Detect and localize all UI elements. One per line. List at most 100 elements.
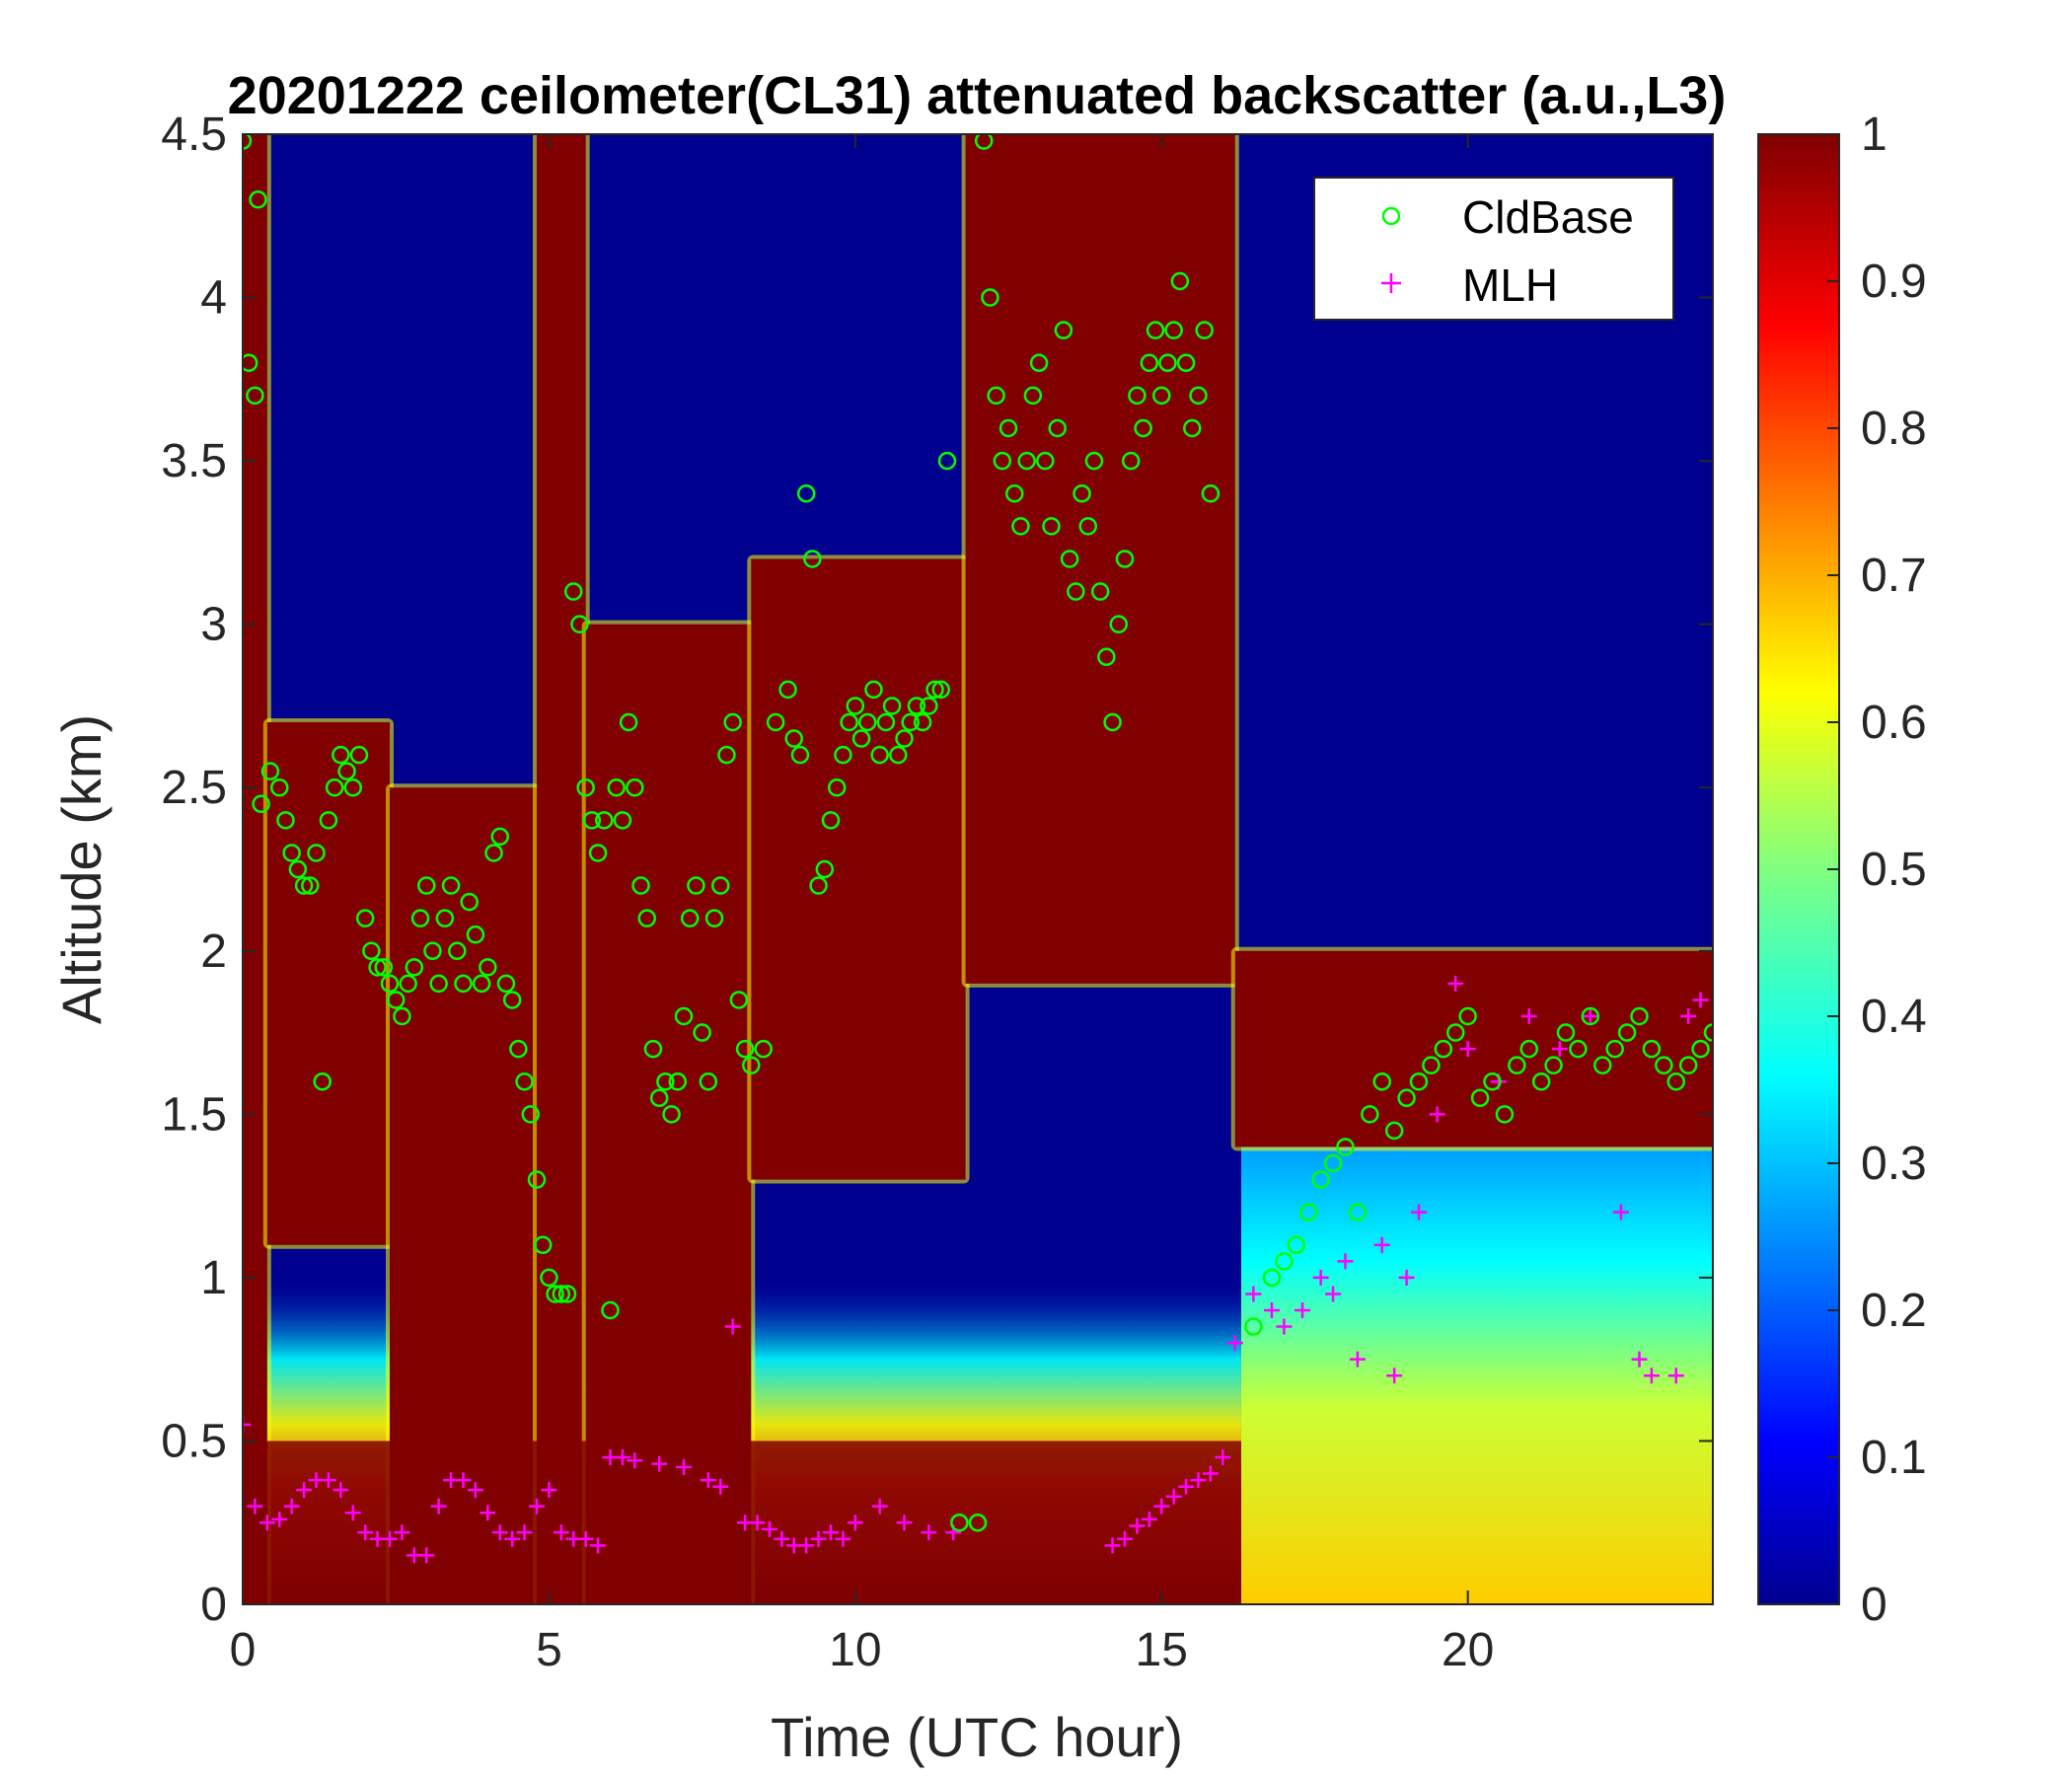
- cldbase-point: [301, 876, 320, 895]
- cldbase-point: [925, 680, 944, 700]
- cldbase-point: [1691, 1039, 1710, 1059]
- cldbase-point: [742, 1056, 761, 1074]
- cldbase-point: [1495, 1105, 1515, 1124]
- cldbase-point: [1042, 517, 1061, 536]
- cldbase-point: [282, 844, 301, 862]
- colorbar-tick-label: 0.3: [1861, 1138, 1927, 1190]
- cldbase-point: [656, 1072, 675, 1091]
- mlh-point: [1337, 1253, 1354, 1270]
- cldbase-point: [540, 1268, 558, 1288]
- cldbase-point: [319, 811, 338, 830]
- cldbase-point: [1678, 1056, 1698, 1074]
- cldbase-point: [393, 1006, 411, 1026]
- cldbase-point: [1078, 517, 1097, 536]
- cldbase-point: [1183, 418, 1202, 438]
- cldbase-point: [631, 876, 650, 895]
- cldbase-point: [1409, 1072, 1429, 1091]
- mlh-point: [651, 1455, 668, 1472]
- cldbase-point: [662, 1105, 681, 1124]
- cldbase-point: [472, 974, 491, 994]
- cldbase-point: [423, 941, 442, 961]
- cldbase-point: [1299, 1203, 1318, 1221]
- cldbase-point: [368, 958, 387, 977]
- cldbase-point: [441, 876, 461, 895]
- mlh-point: [1178, 1478, 1195, 1495]
- colorbar-tick-label: 0.8: [1861, 403, 1927, 455]
- mlh-point: [1312, 1269, 1329, 1286]
- colorbar-tick-label: 0.2: [1861, 1285, 1927, 1337]
- cldbase-point: [809, 876, 828, 895]
- cldbase-point: [552, 1285, 571, 1303]
- cldbase-point: [1128, 386, 1147, 406]
- colorbar-tick-label: 1: [1861, 109, 1887, 161]
- mlh-point: [1190, 1472, 1207, 1489]
- cldbase-point: [294, 876, 314, 895]
- cldbase-point: [343, 777, 362, 797]
- cldbase-point: [1195, 321, 1214, 339]
- cldbase-point: [1630, 1006, 1649, 1026]
- mlh-point: [382, 1530, 398, 1547]
- cldbase-point: [766, 712, 785, 732]
- cldbase-point: [693, 1023, 711, 1042]
- y-axis-label: Altitude (km): [50, 714, 112, 1024]
- plot-frame: [242, 133, 1714, 1605]
- cldbase-point: [1655, 1056, 1673, 1074]
- cldbase-point: [999, 418, 1018, 438]
- mlh-point: [810, 1530, 827, 1547]
- cldbase-point: [1336, 1138, 1355, 1156]
- cldbase-point: [1189, 386, 1208, 406]
- cldbase-point: [1090, 582, 1110, 601]
- cldbase-point: [717, 745, 736, 765]
- cldbase-point: [735, 1039, 755, 1059]
- cldbase-point: [515, 1072, 534, 1091]
- cldbase-point: [1508, 1056, 1526, 1074]
- mlh-point: [1276, 1318, 1293, 1335]
- colorbar-tick-label: 0.4: [1861, 991, 1927, 1043]
- cldbase-point: [1617, 1023, 1637, 1042]
- cldbase-point: [1593, 1056, 1612, 1074]
- cldbase-point: [1140, 353, 1159, 373]
- cldbase-point: [613, 811, 632, 830]
- x-tick-label: 5: [536, 1624, 562, 1676]
- cldbase-point: [1642, 1039, 1662, 1059]
- cldbase-point: [1103, 712, 1122, 732]
- mlh-point: [724, 1318, 741, 1335]
- mlh-point: [1551, 1041, 1568, 1058]
- cldbase-point: [907, 697, 926, 715]
- cldbase-point: [1097, 647, 1116, 667]
- cldbase-point: [496, 974, 516, 994]
- y-tick-label: 4.5: [161, 109, 227, 161]
- y-tick-label: 1: [200, 1252, 227, 1304]
- cldbase-point: [790, 745, 810, 765]
- y-tick-label: 4: [200, 272, 227, 325]
- x-tick-label: 10: [829, 1624, 881, 1676]
- cldbase-point: [521, 1105, 541, 1124]
- cldbase-point: [607, 777, 626, 797]
- cldbase-point: [895, 729, 914, 748]
- cldbase-point: [405, 958, 424, 977]
- cldbase-point: [1483, 1072, 1502, 1091]
- cldbase-point: [243, 353, 259, 373]
- cldbase-point: [796, 483, 816, 503]
- cldbase-point: [1115, 550, 1135, 568]
- mlh-point: [749, 1515, 766, 1531]
- legend-mlh-label: MLH: [1462, 259, 1558, 311]
- mlh-point: [283, 1498, 300, 1515]
- cldbase-point: [1073, 483, 1091, 503]
- mlh-point: [1411, 1204, 1427, 1221]
- x-axis-label: Time (UTC hour): [771, 1706, 1183, 1768]
- cldbase-point: [466, 925, 485, 944]
- mlh-point: [1295, 1302, 1311, 1318]
- mlh-point: [712, 1478, 729, 1495]
- legend: CldBase MLH: [1313, 177, 1674, 321]
- cldbase-point: [1323, 1153, 1343, 1173]
- mlh-point: [1631, 1351, 1648, 1368]
- cldbase-point: [687, 876, 705, 895]
- mlh-point: [1104, 1537, 1121, 1554]
- mlh-point: [1202, 1465, 1219, 1482]
- cldbase-point: [981, 288, 999, 307]
- cldbase-point: [840, 712, 858, 732]
- mlh-point: [504, 1530, 521, 1547]
- x-tick-label: 15: [1136, 1624, 1188, 1676]
